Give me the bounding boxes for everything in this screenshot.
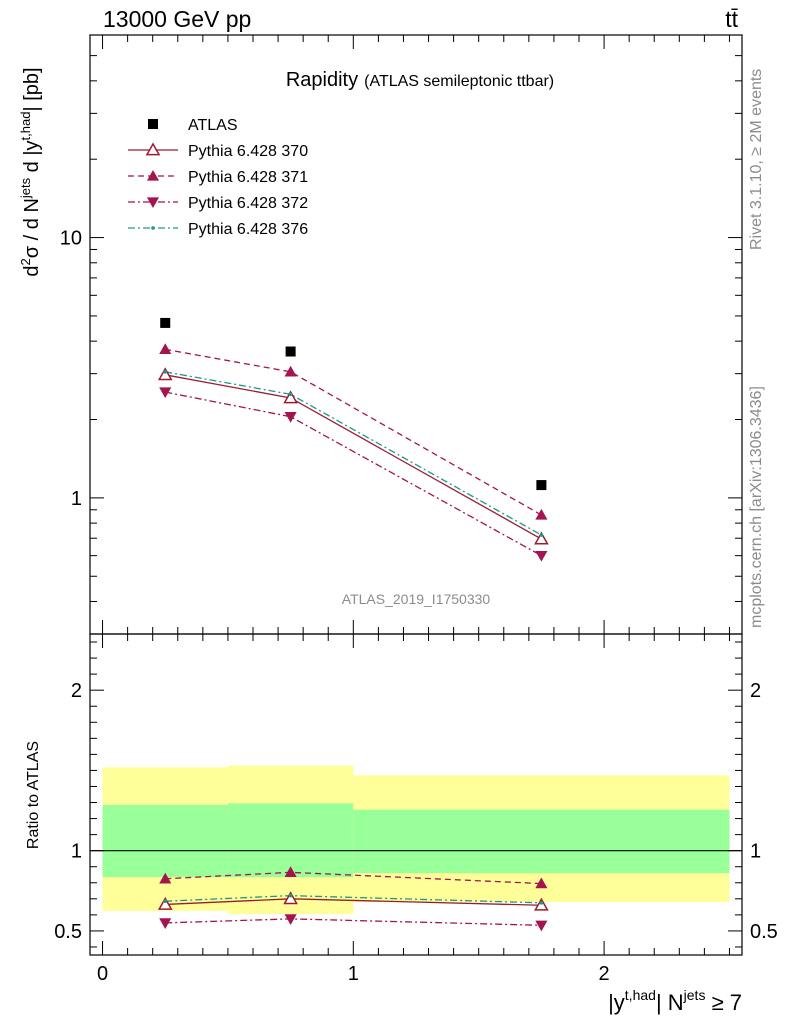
stat-uncertainty-band-1: [227, 803, 354, 878]
x-tick-label: 1: [348, 963, 359, 985]
ratio-ytick-label-left: 1: [71, 841, 82, 863]
ratio-ytick-label-right: 0.5: [750, 921, 778, 943]
legend-marker-1: [145, 142, 161, 156]
legend-label-0: ATLAS: [188, 117, 238, 134]
main-point-s0-0: [160, 317, 171, 328]
legend-marker-2: [146, 169, 160, 181]
main-point-s2-2: [535, 508, 548, 520]
legend-label-2: Pythia 6.428 371: [188, 169, 308, 186]
main-y-axis-label: d2σ / d Njets d |yt,had| [pb]: [18, 67, 43, 276]
main-point-s3-1: [284, 412, 297, 423]
main-point-s3-0: [159, 387, 172, 399]
ratio-point-s3-1: [288, 893, 293, 898]
ratio-point-s3-2: [539, 901, 544, 905]
ratio-frame: [89, 633, 743, 956]
header-left-label: 13000 GeV pp: [103, 6, 251, 32]
ratio-point-s2-2: [535, 920, 548, 932]
ratio-y-axis-label: Ratio to ATLAS: [25, 741, 42, 849]
legend-marker-3: [146, 197, 160, 209]
legend-label-4: Pythia 6.428 376: [188, 221, 308, 238]
main-series-line-1: [165, 374, 542, 540]
main-point-s0-2: [536, 480, 547, 491]
ratio-ytick-label-right: 1: [750, 841, 761, 863]
main-point-s0-1: [285, 346, 296, 357]
main-panel: 1 10 Rapidity (ATLAS semileptonic ttbar) A…: [18, 34, 743, 635]
main-point-s4-1: [288, 392, 293, 397]
legend-marker-0: [148, 119, 158, 129]
subtitle-text: (ATLAS semileptonic ttbar): [364, 73, 554, 90]
main-point-s2-1: [284, 365, 297, 377]
main-series-line-2: [165, 348, 542, 516]
legend-marker-4: [151, 226, 155, 230]
ratio-panel: 0.5 0.5 1 1 2 2 0 1 2 Ratio to ATLAS |yt,had| Nj…: [25, 633, 778, 1015]
x-tick-label: 2: [599, 963, 610, 985]
title-text: Rapidity: [286, 69, 358, 91]
main-point-s2-0: [159, 343, 172, 355]
legend-label-1: Pythia 6.428 370: [188, 143, 308, 160]
main-ytick-label: 10: [60, 228, 82, 250]
main-point-s4-0: [163, 370, 168, 374]
analysis-watermark: ATLAS_2019_I1750330: [342, 591, 491, 607]
main-ytick-label: 1: [71, 488, 82, 510]
main-point-s1-2: [534, 531, 549, 545]
stat-uncertainty-band-0: [102, 804, 228, 878]
ratio-point-s1-0: [159, 872, 172, 884]
mcplots-label: mcplots.cern.ch [arXiv:1306.3436]: [748, 386, 765, 628]
ratio-point-s3-0: [163, 899, 168, 904]
ratio-point-s2-0: [159, 918, 172, 929]
ratio-point-s0-1: [283, 891, 298, 905]
ratio-series-line-2: [165, 918, 542, 926]
ratio-ytick-label-right: 2: [750, 680, 761, 702]
ratio-point-s0-0: [157, 896, 173, 910]
x-axis-label: |yt,had| Njets ≥ 7: [608, 987, 742, 1015]
stat-uncertainty-band-2: [353, 809, 730, 874]
rivet-version-label: Rivet 3.1.10, ≥ 2M events: [748, 69, 765, 250]
main-title: Rapidity (ATLAS semileptonic ttbar): [286, 69, 554, 91]
legend: ATLAS Pythia 6.428 370 Pythia 6.428 371 Pyt…: [128, 117, 308, 238]
main-point-s4-2: [539, 533, 544, 537]
main-series-line-4: [165, 371, 542, 536]
ratio-ytick-label-left: 0.5: [54, 921, 82, 943]
header-right-label: tt̄: [725, 6, 738, 32]
ratio-ytick-label-left: 2: [71, 680, 82, 702]
ratio-point-s1-1: [284, 866, 297, 878]
ratio-point-s1-2: [535, 877, 548, 889]
main-point-s3-2: [535, 550, 548, 562]
main-series-line-3: [165, 391, 542, 557]
legend-label-3: Pythia 6.428 372: [188, 195, 308, 212]
x-tick-label: 0: [97, 963, 108, 985]
main-point-s1-1: [283, 390, 298, 404]
ratio-point-s2-1: [284, 914, 297, 925]
main-point-s1-0: [157, 367, 173, 381]
